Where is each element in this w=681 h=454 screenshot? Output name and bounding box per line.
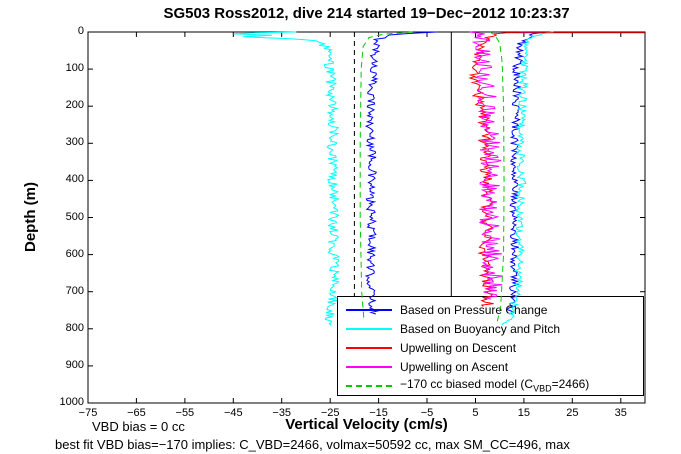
y-tick-label: 200 [65, 99, 84, 112]
x-tick-label: 35 [614, 407, 627, 419]
chart-title: SG503 Ross2012, dive 214 started 19−Dec−… [163, 5, 570, 22]
vbd-bias-annotation: VBD bias = 0 cc [92, 419, 185, 434]
x-tick-label: 25 [566, 407, 579, 419]
x-tick-label: −55 [175, 407, 195, 419]
x-tick-label: −25 [320, 407, 340, 419]
legend-label: −170 cc biased model (CVBD=2466) [400, 377, 589, 393]
x-tick-label: −15 [369, 407, 388, 419]
y-tick-label: 800 [65, 321, 84, 334]
legend-row: Upwelling on Descent [338, 338, 643, 357]
legend-label: Based on Pressure Change [400, 302, 548, 317]
x-tick-label: −45 [223, 407, 243, 419]
legend-row: Based on Buoyancy and Pitch [338, 319, 643, 338]
legend-row: −170 cc biased model (CVBD=2466) [338, 376, 643, 395]
y-axis-label: Depth (m) [22, 182, 39, 252]
y-tick-label: 400 [65, 173, 84, 186]
y-tick-label: 0 [77, 25, 84, 37]
y-tick-label: 500 [65, 210, 84, 223]
x-tick-label: 5 [472, 407, 479, 419]
legend-line-sample [346, 327, 392, 330]
x-axis-label: Vertical Velocity (cm/s) [285, 416, 448, 433]
legend-line-sample [346, 308, 392, 311]
legend-line-sample [346, 384, 392, 387]
x-tick-label: 15 [517, 407, 531, 419]
y-tick-label: 600 [65, 247, 84, 260]
y-tick-label: 1000 [59, 396, 84, 408]
y-tick-label: 900 [65, 358, 84, 371]
legend-row: Based on Pressure Change [338, 300, 643, 319]
y-tick-label: 300 [65, 136, 84, 149]
x-tick-label: −5 [420, 407, 434, 419]
legend-label-sub: VBD [533, 383, 552, 394]
legend-row: Upwelling on Ascent [338, 357, 643, 376]
x-tick-label: −75 [78, 407, 98, 419]
legend-label-part: =2466) [551, 377, 590, 392]
legend-line-sample [346, 346, 392, 349]
x-tick-label: −65 [127, 407, 146, 419]
legend: Based on Pressure Change Based on Buoyan… [337, 296, 644, 396]
legend-label-part: −170 cc biased model (C [400, 377, 534, 392]
y-tick-label: 700 [65, 284, 84, 297]
y-tick-label: 100 [65, 62, 84, 75]
x-tick-label: −35 [272, 407, 292, 419]
legend-label: Based on Buoyancy and Pitch [400, 321, 561, 336]
legend-label: Upwelling on Ascent [400, 359, 509, 374]
best-fit-annotation: best fit VBD bias=−170 implies: C_VBD=24… [55, 437, 570, 452]
legend-line-sample [346, 365, 392, 368]
legend-label: Upwelling on Descent [400, 340, 517, 355]
